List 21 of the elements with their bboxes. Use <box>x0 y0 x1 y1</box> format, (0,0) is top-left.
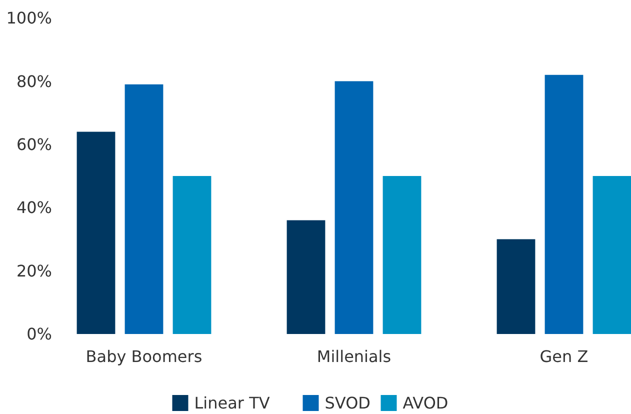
x-tick-label: Gen Z <box>540 347 588 366</box>
y-tick-label: 0% <box>26 324 52 344</box>
legend-label: SVOD <box>324 394 370 413</box>
bar <box>592 176 631 334</box>
bar <box>76 132 116 334</box>
x-tick-label: Baby Boomers <box>86 347 202 366</box>
x-tick-label: Millenials <box>316 347 392 366</box>
bar <box>544 74 584 334</box>
y-tick-label: 80% <box>16 72 52 91</box>
y-tick-label: 100% <box>6 8 52 28</box>
y-tick-label: 20% <box>16 261 52 280</box>
bar <box>172 176 212 334</box>
legend-label: Linear TV <box>194 394 270 413</box>
legend-label: AVOD <box>402 394 448 413</box>
y-tick-label: 60% <box>16 135 52 154</box>
y-tick-label: 40% <box>16 198 52 218</box>
bar <box>496 239 536 334</box>
bar <box>124 84 164 334</box>
bar <box>286 220 326 334</box>
bar <box>382 176 422 334</box>
bar <box>334 81 374 334</box>
